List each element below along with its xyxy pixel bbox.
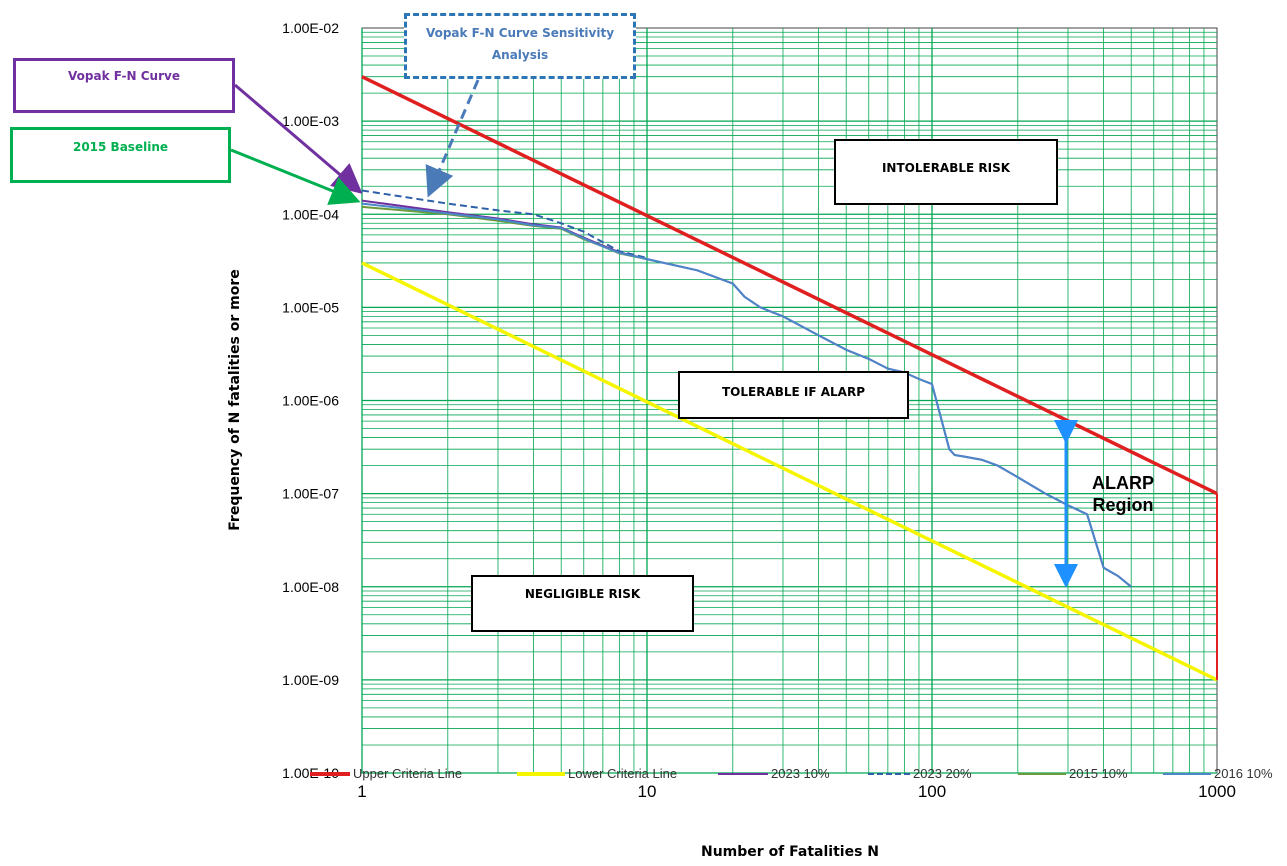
legend-label: 2023 10% — [771, 766, 830, 781]
intolerable-risk-label: INTOLERABLE RISK — [834, 139, 1058, 205]
y-tick-label: 1.00E-09 — [282, 672, 339, 688]
y-tick-label: 1.00E-08 — [282, 579, 339, 595]
axis-ticks: 1.00E-101.00E-091.00E-081.00E-071.00E-06… — [282, 20, 1236, 801]
x-tick-label: 1000 — [1198, 782, 1236, 801]
series-lines — [361, 75, 1218, 682]
vopak-fn-callout-arrow — [234, 83, 363, 194]
alarp-region-label: ALARP Region — [1078, 472, 1168, 516]
y-tick-label: 1.00E-05 — [282, 299, 339, 315]
x-tick-label: 10 — [638, 782, 657, 801]
y-tick-label: 1.00E-07 — [282, 486, 339, 502]
legend-label: Upper Criteria Line — [353, 766, 462, 781]
legend-label: 2023 20% — [913, 766, 972, 781]
alarp-label-line1: ALARP — [1092, 473, 1154, 493]
x-tick-label: 100 — [918, 782, 946, 801]
y-tick-label: 1.00E-06 — [282, 393, 339, 409]
tolerable-alarp-label: TOLERABLE IF ALARP — [678, 371, 909, 419]
legend-label: 2016 10% — [1214, 766, 1273, 781]
baseline-2015-callout: 2015 Baseline — [10, 127, 231, 183]
sensitivity-callout-arrow — [425, 79, 480, 198]
y-axis-title: Frequency of N fatalities or more — [227, 269, 243, 530]
alarp-label-line2: Region — [1092, 495, 1154, 515]
y-tick-label: 1.00E-02 — [282, 20, 339, 36]
y-tick-label: 1.00E-03 — [282, 113, 339, 129]
x-axis-title: Number of Fatalities N — [701, 844, 879, 860]
negligible-risk-label: NEGLIGIBLE RISK — [471, 575, 694, 632]
series-line — [361, 202, 1132, 588]
baseline-callout-arrow — [230, 148, 361, 205]
vopak-fn-curve-callout: Vopak F-N Curve — [13, 58, 235, 113]
legend-label: 2015 10% — [1069, 766, 1128, 781]
y-tick-label: 1.00E-04 — [282, 206, 339, 222]
series-line — [361, 261, 1218, 682]
legend-label: Lower Criteria Line — [568, 766, 677, 781]
sensitivity-analysis-callout: Vopak F-N Curve Sensitivity Analysis — [404, 13, 636, 79]
x-tick-label: 1 — [357, 782, 366, 801]
legend: Upper Criteria Line Lower Criteria Line 20… — [310, 766, 1273, 781]
series-line — [361, 189, 648, 259]
